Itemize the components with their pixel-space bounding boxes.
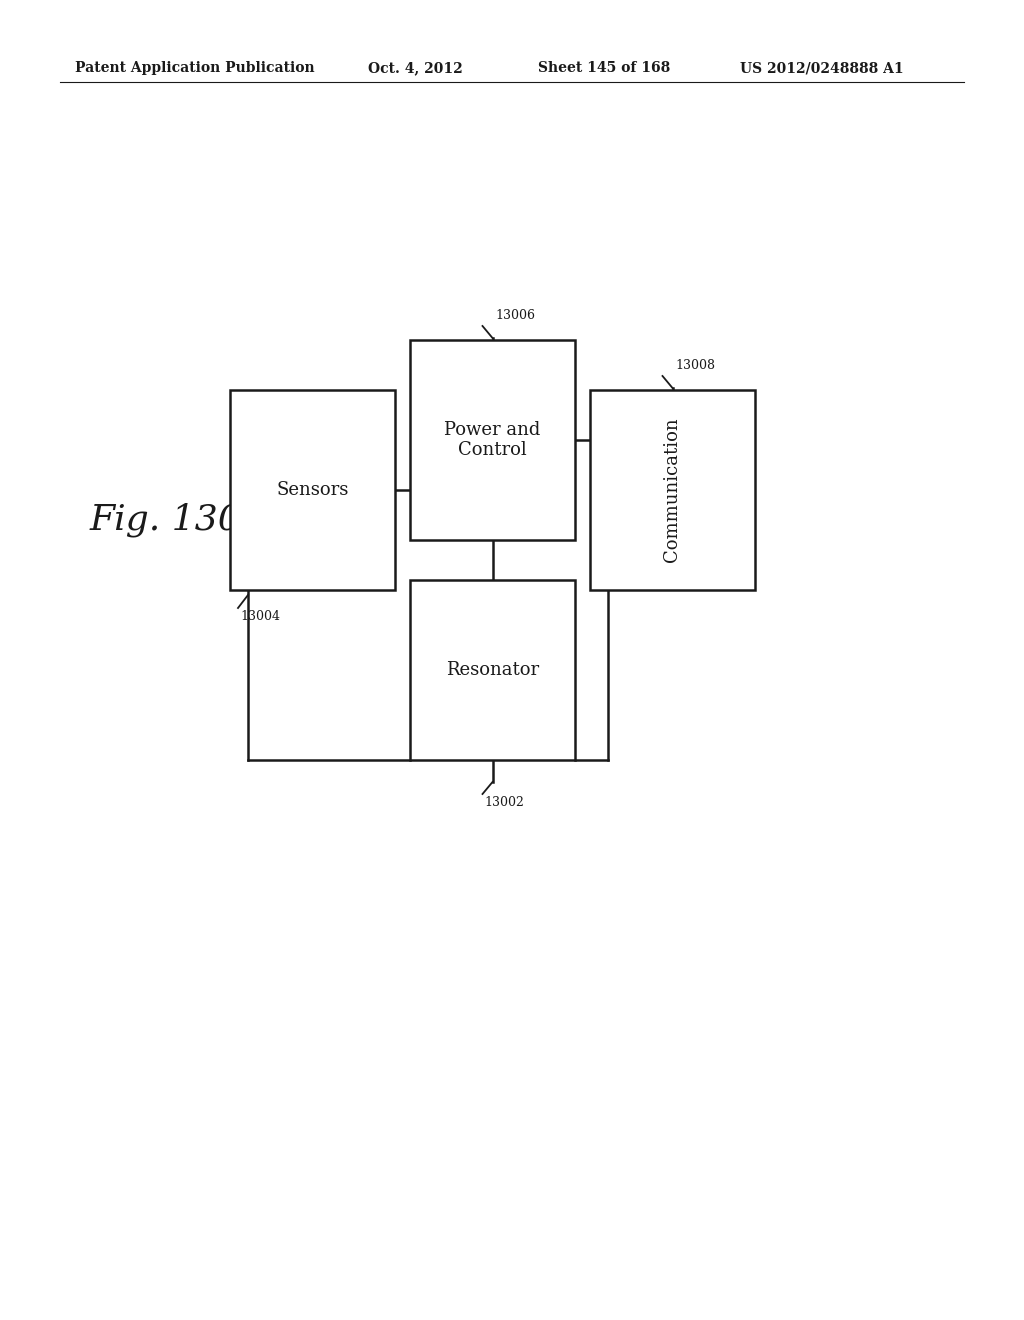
Text: Power and
Control: Power and Control	[444, 421, 541, 459]
Text: 13008: 13008	[676, 359, 716, 372]
Text: 13004: 13004	[240, 610, 280, 623]
Text: Communication: Communication	[664, 417, 682, 562]
Text: Patent Application Publication: Patent Application Publication	[75, 61, 314, 75]
Text: 13002: 13002	[484, 796, 524, 809]
Text: Sensors: Sensors	[276, 480, 349, 499]
Text: US 2012/0248888 A1: US 2012/0248888 A1	[740, 61, 903, 75]
Bar	[410, 579, 575, 760]
Bar	[590, 389, 755, 590]
Text: Fig. 130: Fig. 130	[89, 503, 241, 537]
Text: 13006: 13006	[496, 309, 536, 322]
Bar	[410, 341, 575, 540]
Text: Resonator: Resonator	[445, 661, 539, 678]
Text: Sheet 145 of 168: Sheet 145 of 168	[538, 61, 671, 75]
Bar	[230, 389, 395, 590]
Text: Oct. 4, 2012: Oct. 4, 2012	[368, 61, 463, 75]
